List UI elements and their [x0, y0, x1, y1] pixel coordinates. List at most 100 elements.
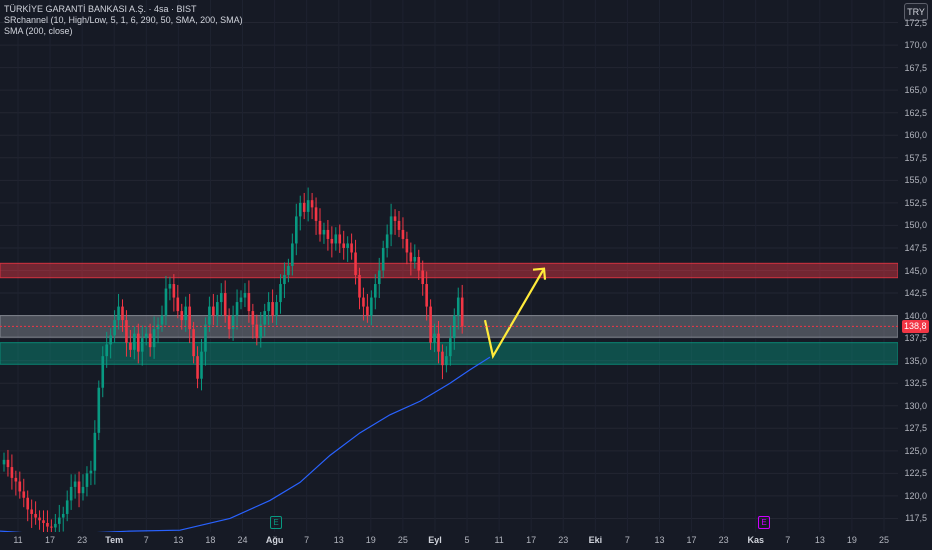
candle-body — [65, 500, 69, 514]
time-tick-label: 13 — [654, 535, 665, 545]
candle-body — [69, 486, 73, 501]
price-tick-label: 132,5 — [904, 378, 927, 389]
time-tick-label: 23 — [718, 535, 729, 545]
price-axis[interactable]: 117,5 120,0 122,5 125,0 127,5 130,0 132,5 135,0… — [898, 0, 932, 532]
candle-body — [377, 270, 381, 285]
price-tick-label: 145,0 — [904, 265, 927, 276]
candle-body — [295, 216, 298, 244]
candle-body — [6, 459, 10, 468]
candle-body — [370, 297, 373, 316]
candle-body — [259, 324, 263, 339]
candle-body — [231, 315, 235, 330]
candle-body — [188, 306, 191, 330]
price-tick-label: 167,5 — [904, 62, 927, 73]
candle-body — [310, 200, 314, 208]
candle-body — [10, 467, 14, 478]
time-axis[interactable]: 11 17 23 Tem 7 13 18 24 Ağu 7 13 19 25 Eyl 5 11 17 23 Eki 7… — [0, 532, 898, 550]
candle-body — [180, 311, 184, 321]
candle-body — [105, 344, 108, 357]
price-tick-label: 130,0 — [904, 400, 927, 411]
candle-body — [338, 234, 342, 244]
srchannel-indicator-label[interactable]: SRchannel (10, High/Low, 5, 1, 6, 290, 5… — [4, 15, 243, 25]
candle-body — [129, 342, 132, 350]
time-tick-label: 7 — [304, 535, 310, 545]
candle-body — [251, 311, 255, 325]
candle-body — [441, 351, 444, 366]
candle-body — [243, 293, 247, 298]
candle-body — [184, 306, 187, 321]
candle-body — [342, 243, 345, 248]
candle-body — [358, 275, 361, 298]
time-tick-label: 18 — [205, 535, 216, 545]
candle-body — [26, 497, 29, 510]
candle-body — [223, 293, 227, 316]
candle-body — [374, 284, 377, 298]
candle-body — [298, 202, 302, 217]
candle-body — [160, 315, 164, 325]
candle-body — [275, 302, 278, 316]
candle-body — [460, 297, 464, 327]
price-tick-label: 125,0 — [904, 445, 927, 456]
currency-button[interactable]: TRY — [904, 3, 928, 21]
chart-legend: TÜRKİYE GARANTİ BANKASI A.Ş. · 4sa · BIS… — [4, 4, 243, 37]
earnings-marker-icon[interactable]: E — [270, 516, 282, 529]
candle-body — [121, 306, 124, 321]
candle-body — [413, 256, 417, 262]
candle-body — [393, 216, 397, 221]
candle-body — [291, 243, 294, 266]
candle-body — [425, 284, 428, 307]
sma-indicator-label[interactable]: SMA (200, close) — [4, 26, 73, 36]
price-tick-label: 122,5 — [904, 468, 927, 479]
candle-body — [164, 288, 168, 316]
time-tick-label: 7 — [143, 535, 149, 545]
earnings-marker-icon[interactable]: E — [758, 516, 770, 529]
price-tick-label: 117,5 — [905, 513, 927, 524]
candle-body — [58, 517, 61, 524]
candle-body — [437, 333, 440, 352]
candle-body — [334, 234, 338, 244]
price-tick-label: 172,5 — [904, 17, 927, 28]
candle-body — [97, 387, 101, 433]
price-tick-label: 162,5 — [904, 107, 927, 118]
candle-body — [18, 481, 22, 492]
time-tick-label: 13 — [814, 535, 825, 545]
time-tick-label: 13 — [173, 535, 184, 545]
chart-grid — [0, 0, 898, 532]
candle-body — [235, 302, 239, 316]
candle-body — [117, 306, 120, 321]
candle-body — [14, 477, 18, 482]
candle-body — [354, 252, 357, 276]
candle-body — [204, 324, 207, 352]
candle-body — [389, 216, 393, 235]
candle-body — [125, 320, 128, 343]
candle-body — [227, 315, 231, 330]
time-tick-label: Eki — [588, 535, 603, 545]
candle-body — [46, 522, 49, 527]
time-tick-label: 11 — [13, 535, 23, 545]
candle-body — [421, 270, 424, 285]
price-tick-label: 120,0 — [904, 490, 927, 501]
symbol-title: TÜRKİYE GARANTİ BANKASI A.Ş. · 4sa · BIS… — [4, 4, 197, 14]
candle-body — [449, 338, 452, 357]
candle-body — [216, 302, 219, 316]
candle-body — [89, 470, 93, 474]
projection-arrowhead — [532, 267, 547, 280]
candle-body — [239, 297, 243, 303]
price-tick-label: 147,5 — [904, 242, 927, 253]
time-tick-label: 23 — [558, 535, 569, 545]
candle-body — [22, 491, 26, 498]
time-tick-label: 17 — [45, 535, 56, 545]
candle-body — [453, 315, 456, 339]
candle-body — [85, 473, 89, 487]
candle-body — [433, 333, 436, 343]
time-tick-label: 24 — [237, 535, 248, 545]
candle-body — [137, 333, 140, 352]
time-tick-label: 7 — [785, 535, 791, 545]
candle-body — [306, 200, 310, 212]
candle-body — [77, 481, 81, 494]
candle-body — [196, 356, 199, 379]
price-chart[interactable] — [0, 0, 898, 532]
projection-arrow — [483, 267, 547, 360]
price-tick-label: 170,0 — [904, 40, 927, 51]
candle-body — [366, 306, 369, 316]
